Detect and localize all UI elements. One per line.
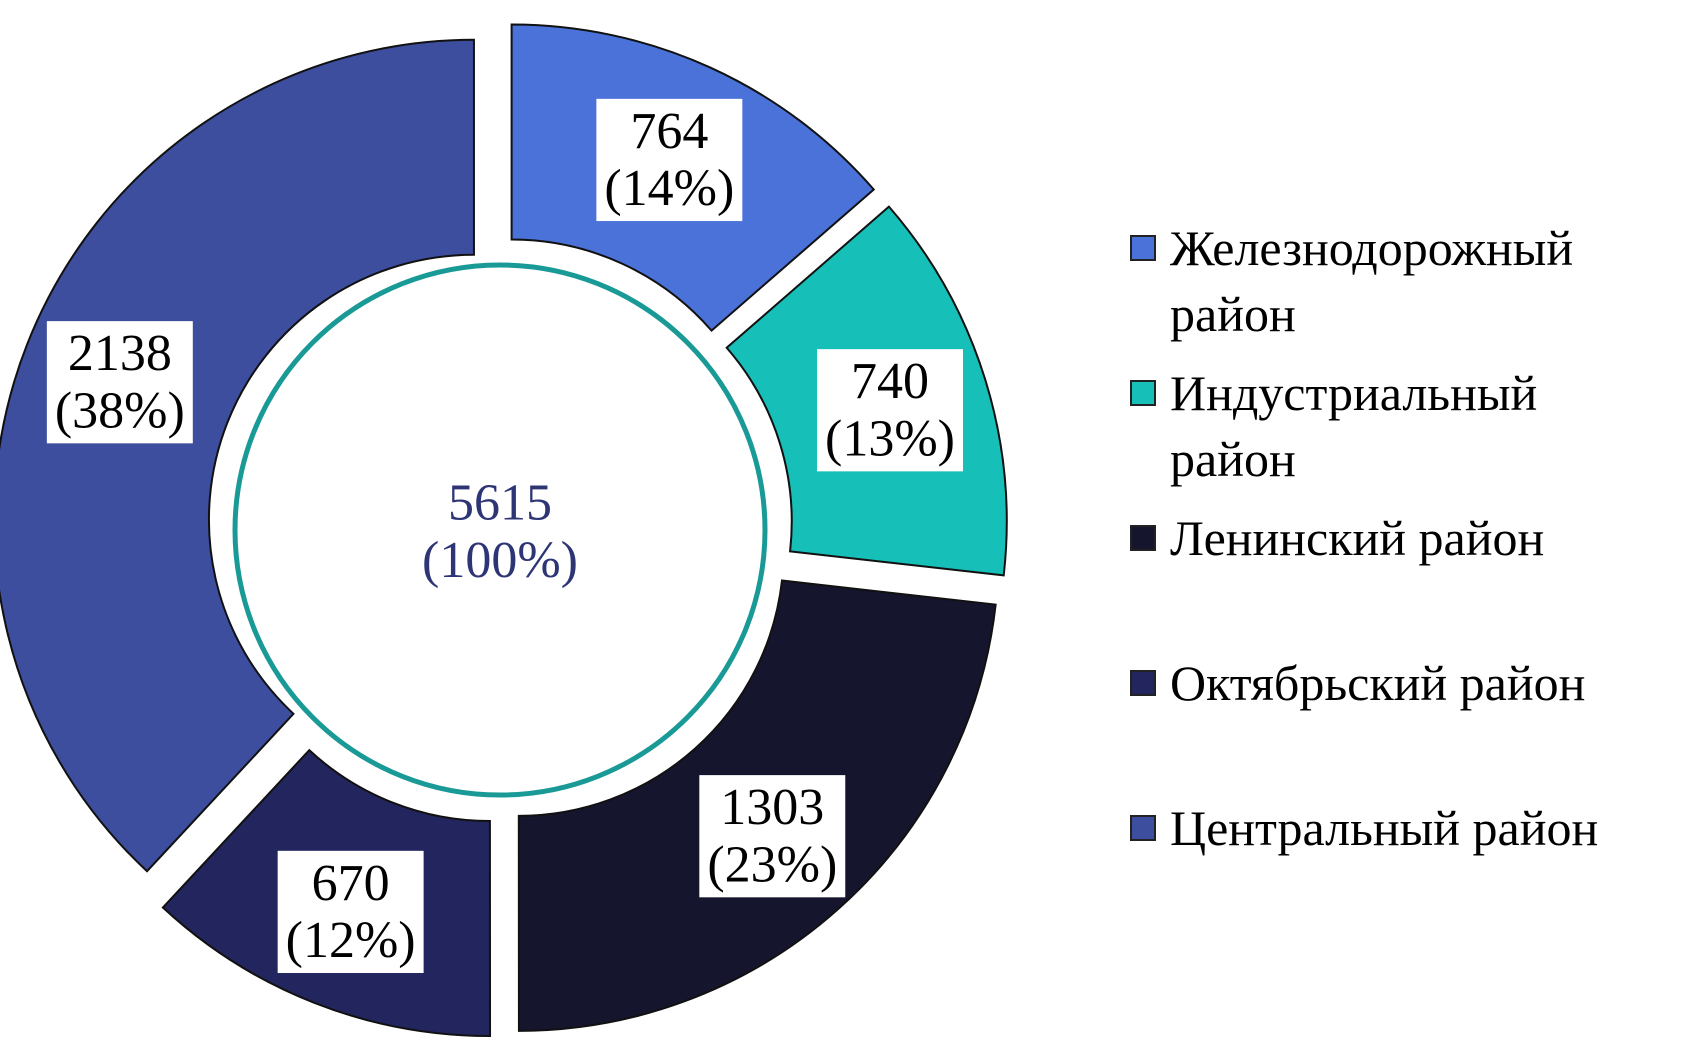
legend-label: Индустриальный район — [1170, 365, 1538, 487]
data-label-box — [596, 98, 743, 222]
data-label-box — [46, 321, 193, 444]
legend-item: Центральный район — [1130, 795, 1670, 940]
legend-item: Индустриальный район — [1130, 360, 1670, 505]
legend-label: Ленинский район — [1170, 510, 1545, 566]
legend-swatch — [1130, 670, 1156, 696]
data-label: 1303 (23%) — [707, 779, 837, 893]
legend-item: Октябрьский район — [1130, 650, 1670, 795]
center-label: 5615 (100%) — [422, 475, 578, 589]
data-label: 2138 (38%) — [55, 325, 185, 439]
legend-swatch — [1130, 815, 1156, 841]
legend-label: Центральный район — [1170, 800, 1599, 856]
slice — [0, 38, 475, 873]
data-label-group: 1303 (23%) — [699, 775, 846, 898]
legend-item: Ленинский район — [1130, 505, 1670, 650]
data-label-group: 764 (14%) — [596, 98, 743, 222]
legend-swatch — [1130, 525, 1156, 551]
legend-label: Октябрьский район — [1170, 655, 1586, 711]
legend-swatch — [1130, 380, 1156, 406]
data-label-group: 670 (12%) — [277, 850, 424, 974]
legend: Железнодорожный район Индустриальный райо… — [1130, 215, 1670, 940]
data-label: 670 (12%) — [286, 855, 416, 969]
legend-label: Железнодорожный район — [1170, 220, 1574, 342]
data-label-box — [817, 349, 964, 472]
data-label-group: 2138 (38%) — [46, 321, 193, 444]
legend-swatch — [1130, 235, 1156, 261]
data-label: 764 (14%) — [604, 103, 734, 217]
data-label-box — [699, 775, 846, 898]
data-label: 740 (13%) — [825, 353, 955, 467]
data-label-group: 740 (13%) — [817, 349, 964, 472]
legend-item: Железнодорожный район — [1130, 215, 1670, 360]
data-label-box — [277, 850, 424, 974]
center-circle — [232, 262, 768, 798]
